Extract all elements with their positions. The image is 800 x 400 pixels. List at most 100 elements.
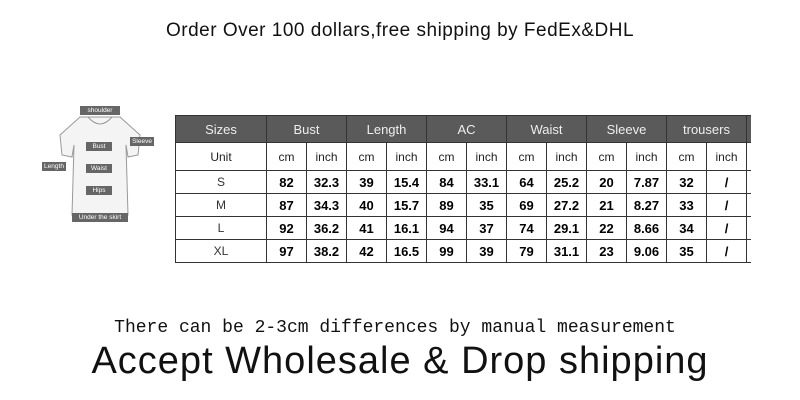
measurement-cell: 82 xyxy=(266,170,307,194)
measurement-cell: 87 xyxy=(266,193,307,217)
label-under-skirt: Under the skirt xyxy=(79,214,121,221)
measurement-cell: 29.1 xyxy=(546,216,587,240)
table-row: S 82 32.3 39 15.4 84 33.1 64 25.2 20 7.87 32/ xyxy=(175,170,751,194)
measurement-cell: 7.87 xyxy=(626,170,667,194)
measurement-cell: 37 xyxy=(466,216,507,240)
header-bust: Bust xyxy=(266,115,347,143)
label-box-shoulder xyxy=(80,106,120,115)
unit-cell: cm xyxy=(586,142,627,171)
size-label: M xyxy=(175,193,267,217)
unit-row: Unit cm inch cm inch cm inch cm inch cm … xyxy=(175,142,751,171)
measurement-cell: 8.66 xyxy=(626,216,667,240)
measurement-cell: / xyxy=(706,170,747,194)
size-label: S xyxy=(175,170,267,194)
label-box-sleeve xyxy=(130,137,154,146)
dress-measurement-diagram: shoulder Bust Sleeve Length Waist Hips U… xyxy=(42,106,154,222)
dress-collar xyxy=(87,116,113,125)
measurement-cell: 35 xyxy=(466,193,507,217)
unit-cell: inch xyxy=(466,142,507,171)
table-row: M 87 34.3 40 15.7 89 35 69 27.2 21 8.27 33/ xyxy=(175,193,751,217)
unit-cell: cm xyxy=(346,142,387,171)
measurement-cell: 20 xyxy=(586,170,627,194)
label-sleeve: Sleeve xyxy=(132,138,152,145)
measurement-cell: 15.7 xyxy=(386,193,427,217)
header-sleeve: Sleeve xyxy=(586,115,667,143)
measurement-cell: 84 xyxy=(426,170,467,194)
unit-cell: inch xyxy=(306,142,347,171)
measurement-cell: 36.2 xyxy=(306,216,347,240)
label-box-length xyxy=(42,162,66,171)
label-shoulder: shoulder xyxy=(88,107,114,114)
edge-cell xyxy=(746,193,751,217)
measurement-cell: 34.3 xyxy=(306,193,347,217)
unit-cell: inch xyxy=(546,142,587,171)
measurement-cell: 32 xyxy=(666,170,707,194)
measurement-cell: 27.2 xyxy=(546,193,587,217)
table-row: L 92 36.2 41 16.1 94 37 74 29.1 22 8.66 34/ xyxy=(175,216,751,240)
measurement-cell: 89 xyxy=(426,193,467,217)
size-label: L xyxy=(175,216,267,240)
measurement-cell: 25.2 xyxy=(546,170,587,194)
measurement-cell: 69 xyxy=(506,193,547,217)
measurement-cell: 35 xyxy=(666,239,707,263)
measurement-cell: 34 xyxy=(666,216,707,240)
shipping-banner: Order Over 100 dollars,free shipping by … xyxy=(165,20,635,41)
label-box-bust xyxy=(86,142,112,151)
header-row: Sizes Bust Length AC Waist Sleeve trouse… xyxy=(175,115,751,143)
measurement-cell: 39 xyxy=(346,170,387,194)
size-label: XL xyxy=(175,239,267,263)
unit-cell: cm xyxy=(506,142,547,171)
unit-cell: inch xyxy=(626,142,667,171)
measurement-cell: 92 xyxy=(266,216,307,240)
measurement-cell: 33.1 xyxy=(466,170,507,194)
label-box-under-skirt xyxy=(72,213,128,222)
label-bust: Bust xyxy=(92,143,105,150)
measurement-cell: 38.2 xyxy=(306,239,347,263)
header-length: Length xyxy=(346,115,427,143)
unit-cell: cm xyxy=(426,142,467,171)
measurement-cell: 42 xyxy=(346,239,387,263)
measurement-cell: 41 xyxy=(346,216,387,240)
label-waist: Waist xyxy=(91,165,107,172)
measurement-cell: 94 xyxy=(426,216,467,240)
wholesale-tagline: Accept Wholesale & Drop shipping xyxy=(91,340,709,382)
measurement-cell: 97 xyxy=(266,239,307,263)
measurement-cell: 9.06 xyxy=(626,239,667,263)
measurement-cell: 15.4 xyxy=(386,170,427,194)
measurement-cell: / xyxy=(706,216,747,240)
label-hips: Hips xyxy=(92,187,106,194)
measurement-cell: 40 xyxy=(346,193,387,217)
measurement-cell: 16.1 xyxy=(386,216,427,240)
label-box-hips xyxy=(86,186,112,195)
header-edge xyxy=(746,115,751,143)
edge-cell xyxy=(746,170,751,194)
measurement-cell: / xyxy=(706,239,747,263)
measurement-cell: 99 xyxy=(426,239,467,263)
header-ac: AC xyxy=(426,115,507,143)
edge-cell xyxy=(746,142,751,171)
measurement-cell: 32.3 xyxy=(306,170,347,194)
measurement-cell: 23 xyxy=(586,239,627,263)
measurement-cell: 22 xyxy=(586,216,627,240)
measurement-cell: / xyxy=(706,193,747,217)
measurement-cell: 64 xyxy=(506,170,547,194)
size-chart-table: Sizes Bust Length AC Waist Sleeve trouse… xyxy=(175,115,751,263)
unit-label: Unit xyxy=(175,142,267,171)
unit-cell: inch xyxy=(386,142,427,171)
measurement-cell: 31.1 xyxy=(546,239,587,263)
edge-cell xyxy=(746,239,751,263)
header-sizes: Sizes xyxy=(175,115,267,143)
measurement-cell: 79 xyxy=(506,239,547,263)
label-box-waist xyxy=(86,164,112,173)
edge-cell xyxy=(746,216,751,240)
header-waist: Waist xyxy=(506,115,587,143)
measurement-note: There can be 2-3cm differences by manual… xyxy=(114,318,676,338)
measurement-cell: 21 xyxy=(586,193,627,217)
header-trousers: trousers xyxy=(666,115,747,143)
measurement-cell: 74 xyxy=(506,216,547,240)
table-row: XL 97 38.2 42 16.5 99 39 79 31.1 23 9.06 35/ xyxy=(175,239,751,263)
measurement-cell: 39 xyxy=(466,239,507,263)
label-length: Length xyxy=(44,163,64,170)
unit-cell: cm xyxy=(666,142,707,171)
